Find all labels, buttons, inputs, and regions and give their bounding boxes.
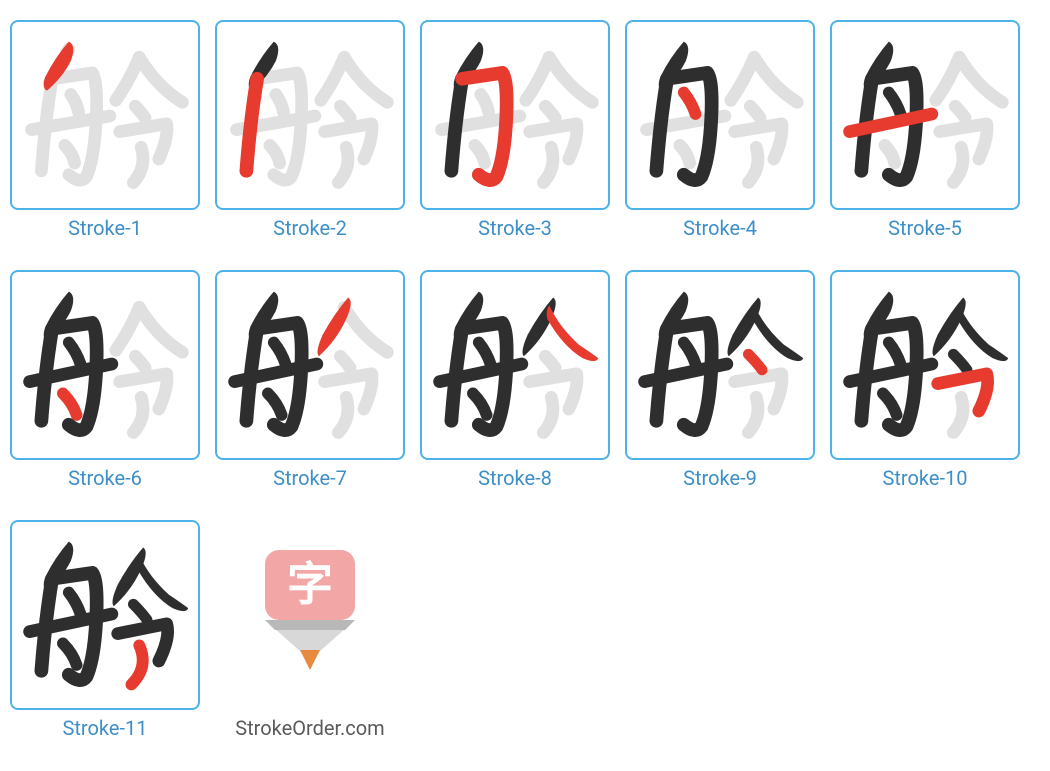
stroke-tile-2 <box>215 20 405 210</box>
stroke-caption-11: Stroke-11 <box>63 716 148 740</box>
stroke-tile-10 <box>830 270 1020 460</box>
stroke-tile-3 <box>420 20 610 210</box>
stroke-tile-9 <box>625 270 815 460</box>
stroke-caption-8: Stroke-8 <box>478 466 552 490</box>
site-name: StrokeOrder.com <box>235 716 384 740</box>
stroke-cell-11: Stroke-11 <box>10 520 200 740</box>
stroke-cell-4: Stroke-4 <box>625 20 815 240</box>
stroke-caption-6: Stroke-6 <box>68 466 142 490</box>
stroke-caption-5: Stroke-5 <box>888 216 962 240</box>
logo-cell: 字 StrokeOrder.com <box>215 520 405 740</box>
stroke-tile-7 <box>215 270 405 460</box>
stroke-tile-11 <box>10 520 200 710</box>
stroke-cell-3: Stroke-3 <box>420 20 610 240</box>
stroke-tile-8 <box>420 270 610 460</box>
stroke-cell-7: Stroke-7 <box>215 270 405 490</box>
stroke-cell-8: Stroke-8 <box>420 270 610 490</box>
stroke-tile-6 <box>10 270 200 460</box>
stroke-caption-4: Stroke-4 <box>683 216 757 240</box>
stroke-caption-7: Stroke-7 <box>273 466 347 490</box>
stroke-cell-2: Stroke-2 <box>215 20 405 240</box>
stroke-cell-10: Stroke-10 <box>830 270 1020 490</box>
stroke-tile-5 <box>830 20 1020 210</box>
stroke-caption-9: Stroke-9 <box>683 466 757 490</box>
stroke-order-grid: Stroke-1 Stroke-2 Stroke-3 Stroke-4 Stro… <box>10 20 1050 740</box>
stroke-caption-1: Stroke-1 <box>68 216 142 240</box>
stroke-cell-9: Stroke-9 <box>625 270 815 490</box>
stroke-tile-1 <box>10 20 200 210</box>
stroke-cell-5: Stroke-5 <box>830 20 1020 240</box>
stroke-caption-10: Stroke-10 <box>883 466 968 490</box>
svg-text:字: 字 <box>287 558 333 610</box>
stroke-cell-6: Stroke-6 <box>10 270 200 490</box>
stroke-tile-4 <box>625 20 815 210</box>
site-logo: 字 <box>215 520 405 710</box>
stroke-cell-1: Stroke-1 <box>10 20 200 240</box>
stroke-caption-3: Stroke-3 <box>478 216 552 240</box>
stroke-caption-2: Stroke-2 <box>273 216 347 240</box>
